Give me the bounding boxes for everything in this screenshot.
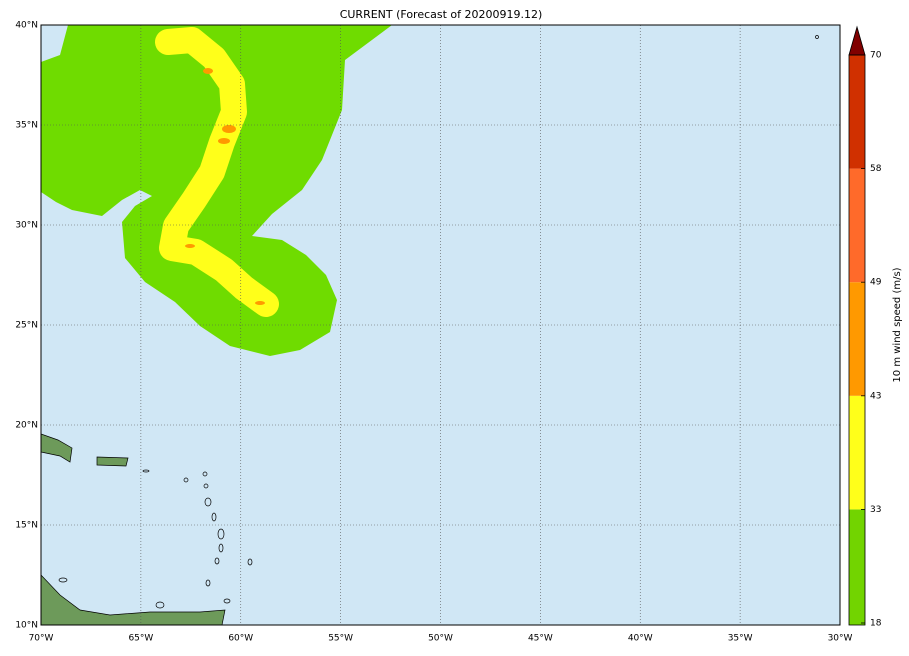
title: CURRENT (Forecast of 20200919.12) (340, 8, 543, 21)
colorbar-under (849, 623, 865, 625)
colorbar-segment (849, 509, 865, 623)
wind-swath-yellow (155, 27, 279, 317)
lon-label: 30°W (828, 634, 853, 644)
colorbar-tick-label: 43 (870, 391, 881, 401)
lon-label: 35°W (728, 634, 753, 644)
lon-label: 50°W (428, 634, 453, 644)
colorbar-segment (849, 282, 865, 396)
colorbar-tick-label: 18 (870, 619, 882, 629)
lat-label: 20°N (15, 421, 38, 431)
lat-label: 30°N (15, 221, 38, 231)
islands (41, 35, 819, 625)
lon-label: 45°W (528, 634, 553, 644)
lon-label: 60°W (228, 634, 253, 644)
colorbar-tick-label: 49 (870, 278, 882, 288)
lon-label: 65°W (128, 634, 153, 644)
lat-label: 10°N (15, 621, 38, 631)
lat-label: 25°N (15, 321, 38, 331)
colorbar-segment (849, 55, 865, 169)
wind-swath-green (41, 25, 392, 356)
colorbar-tick-label: 70 (870, 51, 882, 61)
colorbar-segment (849, 395, 865, 510)
colorbar-segment (849, 168, 865, 283)
lat-label: 40°N (15, 21, 38, 31)
colorbar-tick-label: 58 (870, 164, 882, 174)
lat-label: 15°N (15, 521, 38, 531)
colorbar-tick-label: 33 (870, 505, 881, 515)
lon-label: 70°W (29, 634, 54, 644)
map-frame (40, 24, 841, 626)
lon-label: 40°W (628, 634, 653, 644)
map (41, 25, 840, 625)
colorbar-extend (848, 25, 866, 56)
lat-label: 35°N (15, 121, 38, 131)
colorbar-frame (848, 54, 866, 626)
wind-core (185, 68, 265, 305)
colorbar-label: 10 m wind speed (m/s) (892, 267, 903, 382)
lon-label: 55°W (328, 634, 353, 644)
